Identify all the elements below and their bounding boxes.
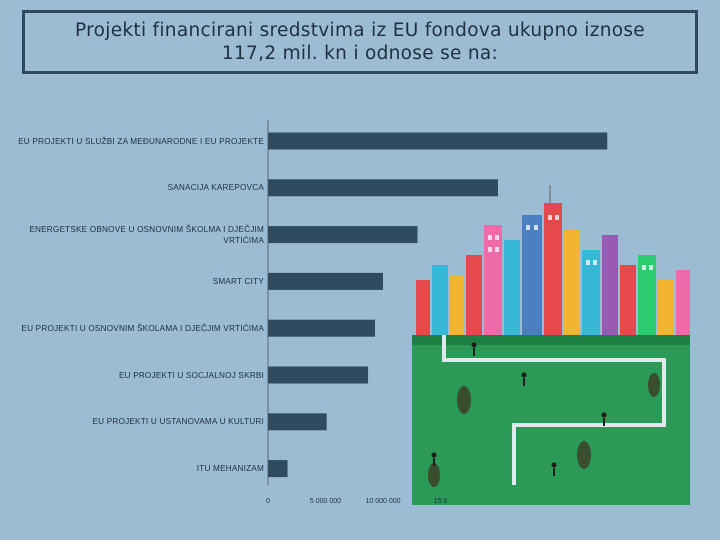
category-label-7: ITU MEHANIZAM [196, 464, 264, 474]
title-box: Projekti financirani sredstvima iz EU fo… [22, 10, 698, 74]
category-label-5: EU PROJEKTI U SOCJALNOJ SKRBI [118, 370, 264, 380]
category-label-4: EU PROJEKTI U OSNOVNIM ŠKOLAMA I DJEČJIM… [21, 323, 264, 333]
category-label-0: EU PROJEKTI U SLUŽBI ZA MEĐUNARODNE I EU… [18, 136, 264, 146]
bar-4 [268, 319, 375, 337]
title-line-2: 117,2 mil. kn i odnose se na: [221, 43, 499, 64]
x-tick-label-1: 5 000 000 [309, 498, 342, 505]
bar-3 [268, 272, 383, 290]
category-label-1: SANACIJA KAREPOVCA [167, 183, 264, 193]
building-windows [488, 215, 653, 270]
bar-6 [268, 413, 327, 431]
bar-2 [268, 226, 418, 244]
x-tick-label-0: 0 [266, 498, 270, 505]
x-tick-label-3: 15 0 [433, 498, 448, 505]
city-illustration [412, 185, 690, 505]
bar-0 [268, 132, 608, 150]
people [431, 342, 607, 476]
bar-5 [268, 366, 369, 384]
park-path [442, 335, 666, 485]
category-label-2: ENERGETSKE OBNOVE U OSNOVNIM ŠKOLMA I DJ… [29, 224, 264, 245]
title-line-1: Projekti financirani sredstvima iz EU fo… [75, 20, 645, 41]
buildings [416, 203, 690, 335]
park-edge [412, 335, 690, 345]
trees [428, 373, 660, 487]
park-ground [412, 335, 690, 505]
bar-1 [268, 179, 498, 197]
category-label-6: EU PROJEKTI U USTANOVAMA U KULTURI [92, 417, 264, 427]
category-label-3: SMART CITY [212, 276, 264, 286]
x-tick-label-2: 10 000 000 [365, 498, 401, 505]
bar-7 [268, 460, 288, 478]
